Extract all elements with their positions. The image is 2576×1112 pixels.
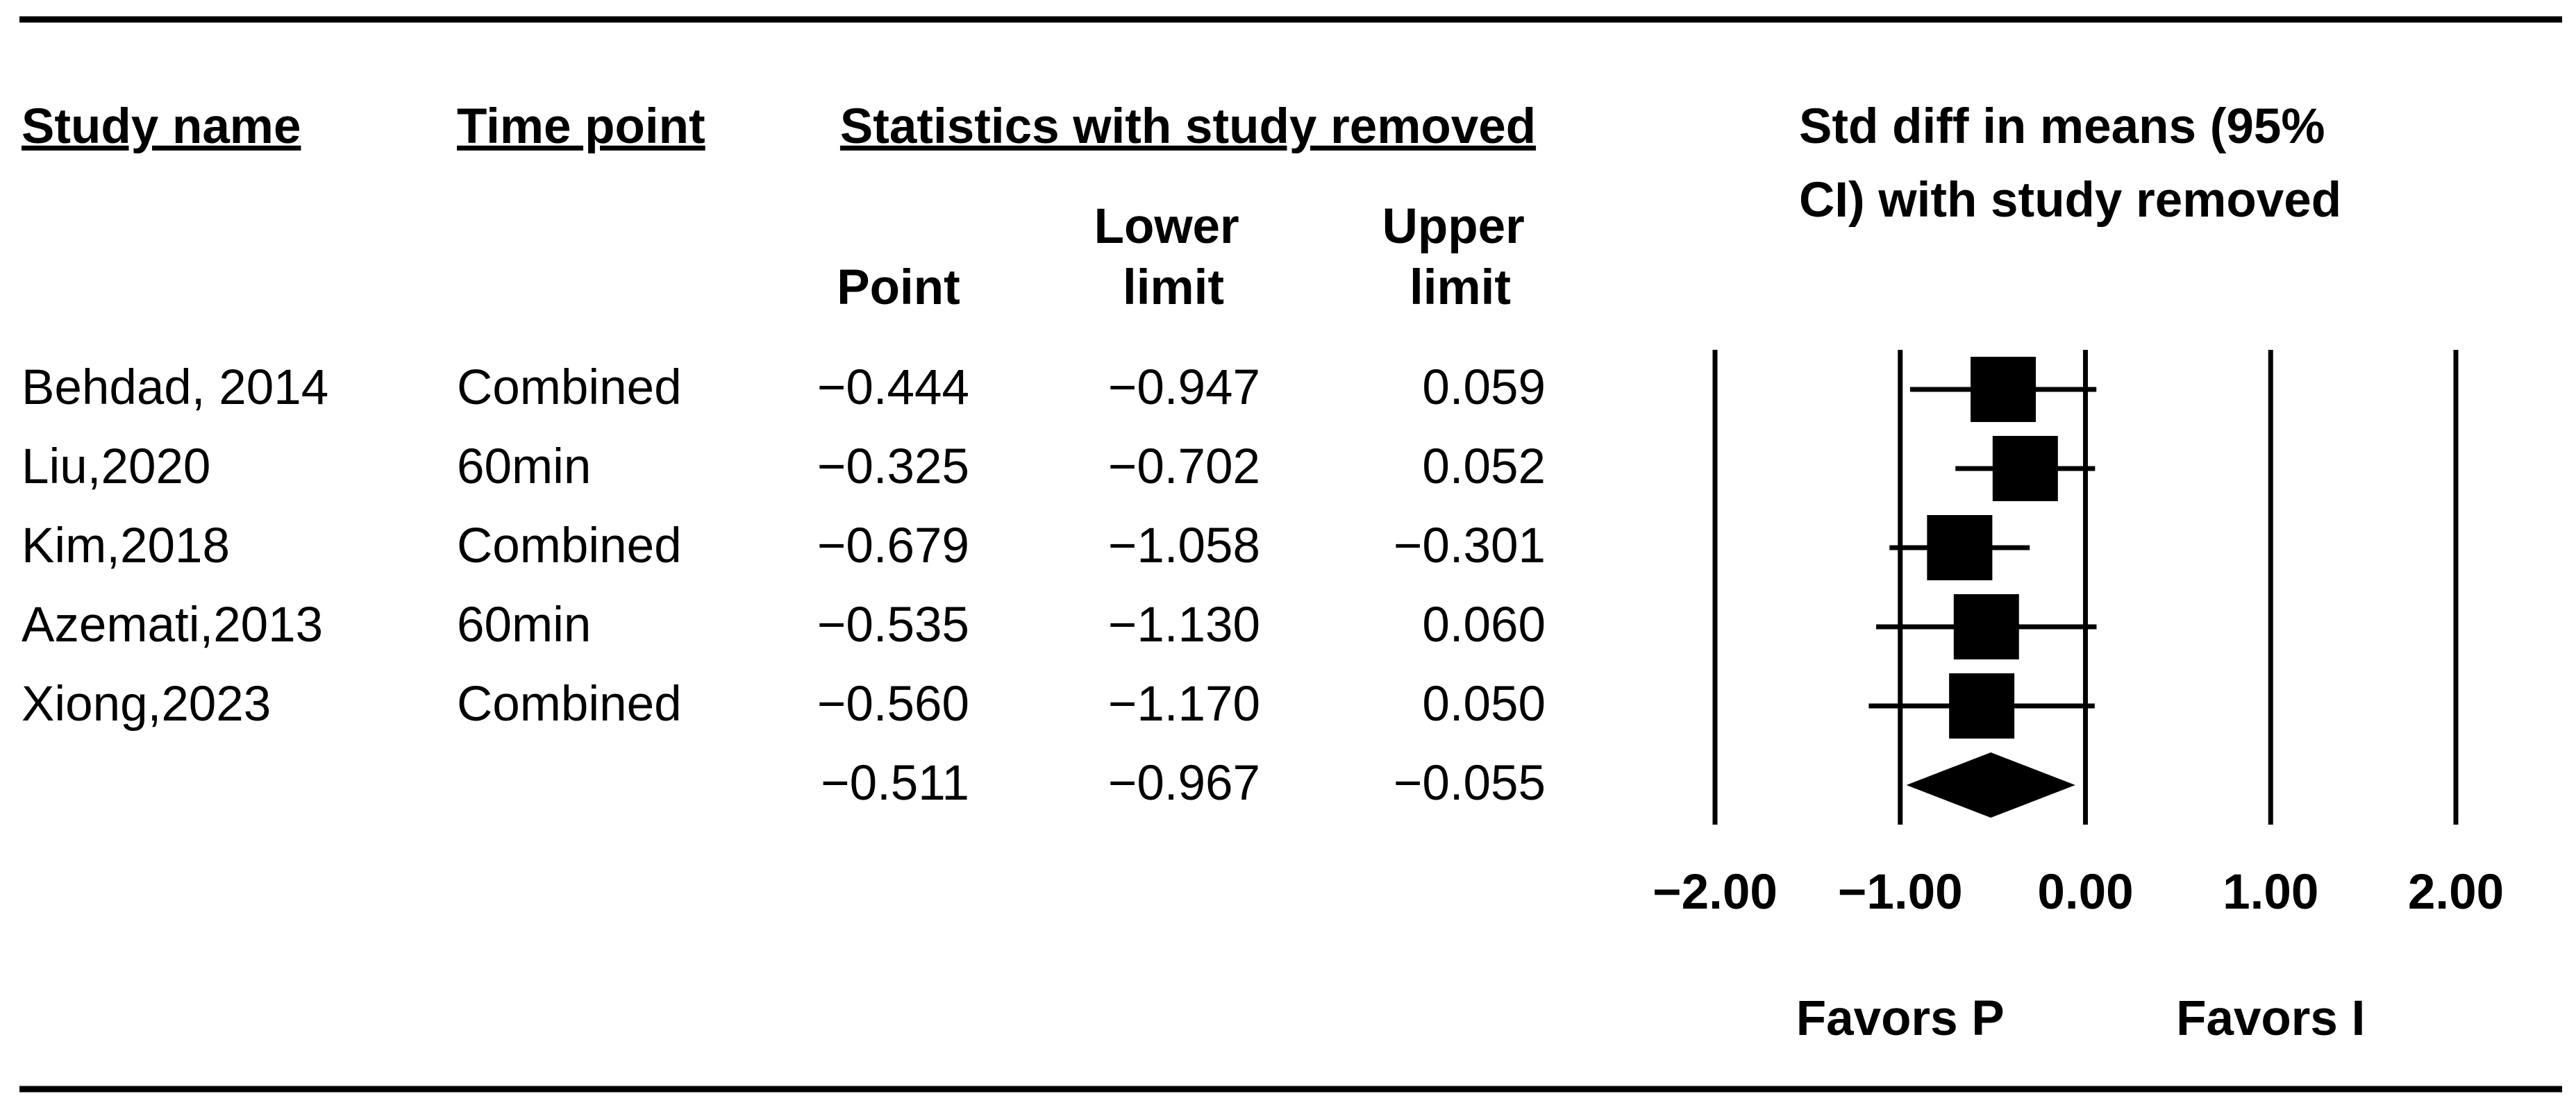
time-point: Combined	[457, 519, 682, 573]
value-label: −0.560	[817, 677, 969, 732]
point-estimate	[1953, 594, 2019, 659]
time-point: Combined	[457, 677, 682, 732]
x-tick-label: −1.00	[1838, 865, 1963, 920]
time-point: 60min	[457, 598, 591, 652]
value-label: −0.702	[1108, 439, 1260, 494]
value-label: −0.679	[817, 519, 969, 573]
value-label: 0.059	[1422, 360, 1546, 415]
value-label: −0.535	[817, 598, 969, 652]
value-label: −1.170	[1108, 677, 1260, 732]
plot-header: Std diff in means (95% CI) with study re…	[1799, 99, 2341, 228]
value-label: −0.947	[1108, 360, 1260, 415]
value-label: −0.301	[1394, 519, 1546, 573]
x-tick-label: 2.00	[2408, 865, 2504, 920]
study-name: Liu,2020	[22, 439, 210, 494]
column-header: Upper limit	[1382, 199, 1539, 315]
value-label: −0.511	[821, 756, 969, 811]
study-name: Kim,2018	[22, 519, 230, 573]
study-name: Azemati,2013	[22, 598, 323, 652]
value-label: 0.060	[1422, 598, 1546, 652]
point-estimate	[1971, 357, 2036, 422]
column-header: Lower limit	[1094, 199, 1253, 315]
x-tick-label: −2.00	[1653, 865, 1778, 920]
value-label: −1.058	[1108, 519, 1260, 573]
summary-diamond	[1906, 752, 2075, 818]
annotation: Favors P	[1796, 991, 2005, 1046]
time-point: Combined	[457, 360, 682, 415]
study-name: Behdad, 2014	[22, 360, 328, 415]
x-tick-label: 0.00	[2037, 865, 2133, 920]
column-header: Point	[837, 260, 960, 315]
point-estimate	[1949, 673, 2015, 739]
value-label: −0.055	[1394, 756, 1546, 811]
value-label: 0.050	[1422, 677, 1546, 732]
annotation: Favors I	[2176, 991, 2365, 1046]
time-point: 60min	[457, 439, 591, 494]
time-header: Time point	[457, 99, 705, 154]
point-estimate	[1927, 515, 1993, 580]
study-name: Xiong,2023	[22, 677, 271, 732]
point-estimate	[1992, 436, 2058, 501]
value-label: 0.052	[1422, 439, 1546, 494]
x-tick-label: 1.00	[2223, 865, 2318, 920]
value-label: −0.325	[817, 439, 969, 494]
value-label: −1.130	[1108, 598, 1260, 652]
value-label: −0.967	[1108, 756, 1260, 811]
stats-header: Statistics with study removed	[840, 99, 1536, 154]
study-header: Study name	[22, 99, 301, 154]
value-label: −0.444	[817, 360, 969, 415]
